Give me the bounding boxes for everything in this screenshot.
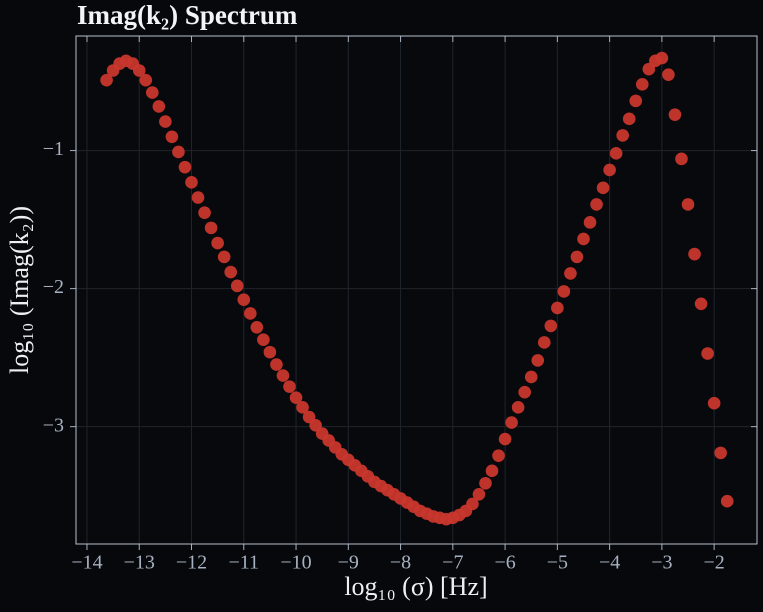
data-point [230, 279, 244, 293]
x-tick-label: −10 [280, 552, 311, 574]
x-tick-label: −8 [390, 552, 411, 574]
data-point [701, 347, 714, 360]
data-point [577, 232, 590, 246]
data-point [551, 301, 564, 315]
data-point [139, 73, 153, 87]
data-point [100, 73, 113, 87]
data-point [217, 250, 231, 264]
x-tick-label: −7 [442, 552, 463, 574]
data-point [720, 494, 734, 508]
x-tick-label: −12 [176, 552, 207, 574]
chart-title: Imag(k₂) Spectrum [77, 0, 298, 30]
data-point [675, 152, 688, 166]
data-point [498, 432, 512, 446]
data-point [276, 369, 290, 382]
data-point [132, 64, 146, 77]
data-point [537, 336, 551, 349]
data-point [609, 147, 623, 160]
data-point [492, 449, 505, 462]
data-point [296, 401, 309, 414]
data-point [257, 333, 270, 346]
data-point [472, 488, 486, 501]
data-point [590, 198, 603, 211]
data-point [159, 115, 172, 128]
data-point [165, 130, 179, 144]
y-axis-label: log₁₀ (Imag(k₂)) [5, 206, 34, 374]
y-tick-label: −2 [43, 276, 64, 298]
data-point [622, 112, 636, 126]
data-point [531, 354, 545, 367]
data-point [616, 129, 629, 142]
data-point [237, 293, 251, 306]
data-point [244, 307, 257, 320]
x-axis-label: log₁₀ (σ) [Hz] [344, 572, 487, 601]
x-tick-label: −6 [494, 552, 515, 574]
data-point [635, 78, 649, 91]
data-point [263, 345, 277, 359]
data-point [178, 160, 192, 174]
data-point [681, 198, 695, 211]
x-tick-label: −13 [124, 552, 155, 574]
data-point [211, 236, 224, 250]
data-point [146, 86, 159, 99]
data-point [185, 176, 198, 189]
data-point [524, 370, 538, 384]
axes-frame [75, 35, 758, 545]
plot-area [76, 36, 757, 544]
data-point [289, 391, 303, 404]
x-tick-label: −2 [704, 552, 725, 574]
data-point [564, 267, 577, 280]
y-tick-label: −3 [43, 414, 64, 436]
data-point [270, 358, 283, 371]
data-point [570, 250, 584, 264]
data-point [479, 476, 492, 490]
data-point [544, 319, 558, 333]
x-tick-label: −11 [228, 552, 259, 574]
data-point [485, 464, 499, 478]
data-point [688, 247, 701, 261]
data-point [198, 206, 211, 219]
x-tick-label: −4 [599, 552, 620, 574]
data-point [629, 94, 643, 108]
data-point [668, 108, 682, 121]
data-point [557, 285, 571, 298]
data-point [603, 163, 616, 177]
data-point [505, 416, 518, 429]
x-tick-label: −14 [71, 552, 102, 574]
y-tick-label: −1 [43, 138, 64, 160]
data-point [518, 385, 531, 399]
x-tick-label: −3 [651, 552, 672, 574]
data-point [583, 216, 597, 229]
data-point [191, 191, 205, 204]
data-point [204, 221, 218, 235]
data-point [250, 320, 264, 334]
data-point [694, 297, 708, 311]
data-point [172, 145, 185, 159]
data-point [466, 497, 479, 511]
data-point [596, 181, 610, 195]
data-point [707, 396, 721, 410]
x-tick-label: −9 [338, 552, 359, 574]
data-point [662, 68, 675, 81]
data-point [655, 51, 669, 65]
data-point [152, 100, 166, 113]
data-point [511, 401, 525, 414]
data-point [283, 380, 296, 393]
data-point [714, 446, 727, 460]
x-tick-label: −5 [547, 552, 568, 574]
data-point [224, 265, 238, 279]
